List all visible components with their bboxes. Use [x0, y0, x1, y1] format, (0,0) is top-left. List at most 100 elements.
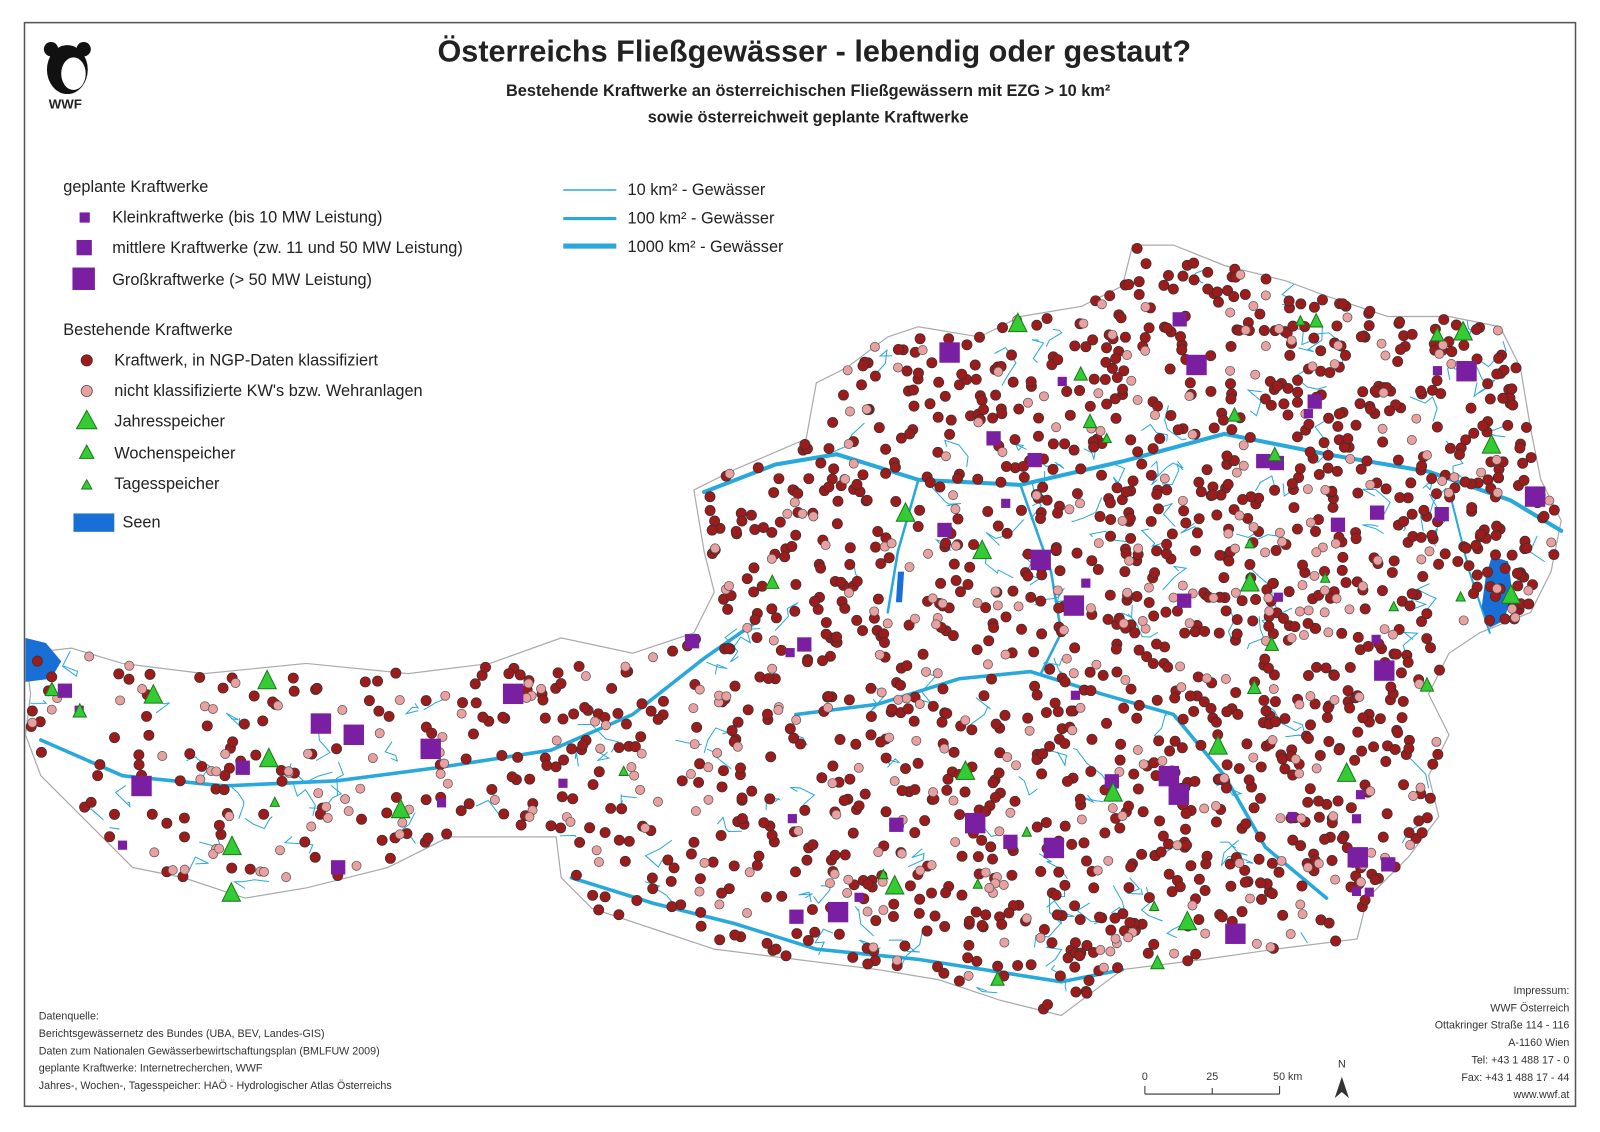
- power-plant: [1431, 375, 1443, 387]
- power-plant: [1193, 513, 1205, 525]
- weir: [1140, 302, 1151, 312]
- weir: [115, 695, 126, 706]
- power-plant: [1459, 476, 1471, 488]
- planned-plant: [1003, 834, 1018, 849]
- power-plant: [287, 672, 299, 684]
- weir: [1234, 858, 1245, 869]
- power-plant: [909, 784, 921, 796]
- reservoir: [1207, 734, 1228, 755]
- power-plant: [1051, 909, 1063, 921]
- power-plant: [1131, 591, 1143, 602]
- power-plant: [662, 854, 674, 866]
- power-plant: [815, 562, 827, 574]
- river: [1422, 483, 1433, 491]
- power-plant: [844, 559, 856, 570]
- power-plant: [1136, 848, 1148, 860]
- weir: [1075, 498, 1085, 509]
- weir: [1329, 359, 1340, 370]
- power-plant: [1259, 393, 1271, 405]
- weir: [1005, 807, 1016, 818]
- power-plant: [1066, 838, 1078, 850]
- weir: [590, 716, 600, 727]
- power-plant: [1523, 598, 1535, 610]
- power-plant: [1230, 687, 1242, 698]
- power-plant: [1415, 385, 1427, 397]
- planned-plant: [965, 812, 986, 834]
- power-plant: [1192, 671, 1204, 683]
- weir: [435, 768, 446, 779]
- power-plant: [1132, 446, 1144, 458]
- power-plant: [859, 788, 871, 800]
- source-line: geplante Kraftwerke: Internetrecherchen,…: [39, 1063, 263, 1075]
- power-plant: [1248, 802, 1260, 814]
- power-plant: [1085, 685, 1097, 697]
- power-plant: [970, 906, 982, 918]
- planned-plant: [331, 860, 346, 875]
- power-plant: [593, 766, 605, 778]
- power-plant: [694, 758, 706, 770]
- legend-label: 100 km² - Gewässer: [628, 210, 775, 228]
- power-plant: [1167, 283, 1179, 295]
- power-plant: [194, 671, 206, 683]
- power-plant: [1406, 328, 1418, 340]
- power-plant: [1240, 818, 1252, 830]
- river: [1180, 522, 1198, 534]
- power-plant: [1059, 879, 1071, 891]
- reservoir: [1244, 537, 1256, 549]
- power-plant: [1035, 866, 1047, 877]
- power-plant: [962, 579, 974, 590]
- river: [1294, 370, 1327, 390]
- river: [944, 439, 969, 468]
- power-plant: [704, 505, 716, 516]
- power-plant: [786, 541, 798, 552]
- power-plant: [1191, 527, 1203, 539]
- power-plant: [1161, 538, 1173, 550]
- power-plant: [1101, 342, 1112, 354]
- legend-symbol: [76, 239, 92, 256]
- scale-label: 0: [1142, 1071, 1148, 1083]
- weir: [789, 497, 800, 508]
- power-plant: [850, 738, 862, 750]
- power-plant: [1390, 648, 1402, 660]
- river: [814, 928, 834, 956]
- weir: [340, 794, 351, 805]
- power-plant: [1226, 424, 1238, 436]
- weir: [1476, 467, 1487, 478]
- power-plant: [831, 631, 843, 643]
- power-plant: [963, 939, 975, 951]
- river: [1018, 776, 1038, 796]
- weir: [1133, 543, 1144, 554]
- weir: [983, 659, 993, 670]
- power-plant: [988, 622, 1000, 633]
- power-plant: [1111, 372, 1123, 383]
- weir: [1140, 345, 1151, 356]
- weir: [1091, 659, 1102, 670]
- power-plant: [1068, 444, 1080, 456]
- power-plant: [1133, 276, 1145, 288]
- reservoir: [990, 970, 1005, 986]
- power-plant: [847, 827, 859, 839]
- weir: [374, 728, 385, 739]
- power-plant: [865, 682, 877, 694]
- power-plant: [983, 635, 995, 647]
- power-plant: [776, 890, 788, 902]
- river: [1089, 530, 1127, 543]
- weir: [994, 826, 1005, 837]
- weir: [893, 694, 904, 705]
- weir: [1123, 932, 1134, 943]
- power-plant: [791, 928, 803, 940]
- power-plant: [1105, 514, 1117, 526]
- power-plant: [1198, 696, 1210, 708]
- power-plant: [1475, 528, 1487, 540]
- power-plant: [675, 899, 687, 911]
- power-plant: [706, 524, 718, 536]
- weir: [551, 735, 562, 746]
- power-plant: [966, 724, 978, 736]
- power-plant: [1421, 633, 1433, 645]
- power-plant: [716, 887, 728, 899]
- legend-symbol: [80, 384, 93, 398]
- weir: [1172, 840, 1183, 851]
- power-plant: [1255, 792, 1266, 804]
- weir: [46, 704, 57, 715]
- reservoir: [1007, 312, 1028, 333]
